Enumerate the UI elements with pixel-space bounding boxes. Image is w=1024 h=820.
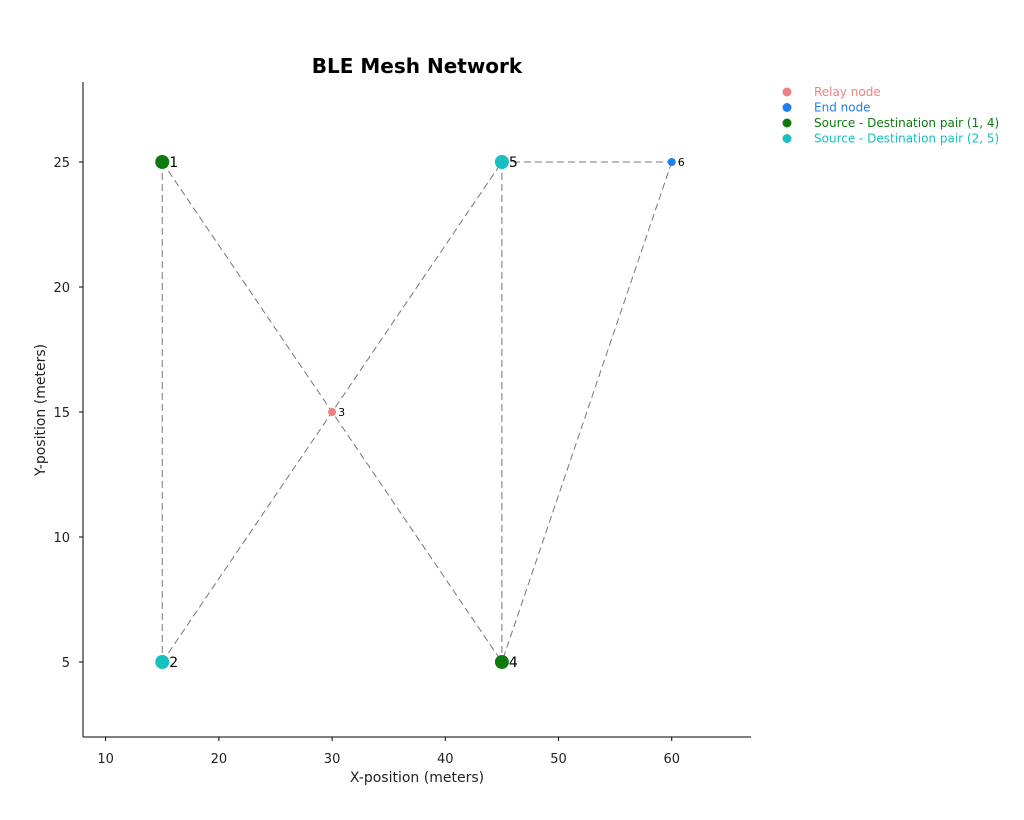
legend-marker — [782, 118, 792, 128]
node-6-label: 6 — [678, 156, 685, 169]
legend-label: End node — [814, 101, 871, 115]
y-axis-label: Y-position (meters) — [33, 344, 49, 477]
chart-title: BLE Mesh Network — [312, 54, 523, 78]
node-1-marker — [155, 155, 170, 169]
x-tick-label: 10 — [97, 752, 114, 767]
legend-label: Relay node — [814, 85, 881, 99]
y-tick-label: 25 — [53, 156, 70, 171]
y-tick-label: 5 — [62, 656, 70, 671]
node-2-label: 2 — [169, 655, 178, 671]
x-axis-label: X-position (meters) — [350, 770, 484, 786]
legend-marker — [782, 134, 792, 143]
node-5-label: 5 — [509, 155, 518, 171]
nodes: 1 2 3 4 5 6 — [155, 155, 685, 671]
y-tick-label: 20 — [53, 281, 70, 296]
edge-6-4 — [501, 161, 673, 663]
node-6-marker — [667, 158, 676, 166]
y-tick-label: 15 — [53, 406, 70, 421]
legend-marker — [782, 103, 792, 112]
legend-label: Source - Destination pair (1, 4) — [814, 116, 999, 130]
node-1-label: 1 — [169, 155, 178, 171]
x-tick-label: 30 — [324, 752, 341, 767]
node-2-marker — [155, 655, 170, 669]
x-tick-label: 20 — [211, 752, 228, 767]
x-tick-label: 40 — [437, 752, 454, 767]
x-tick-label: 50 — [550, 752, 567, 767]
node-4-label: 4 — [509, 655, 518, 671]
legend-marker — [782, 87, 792, 97]
x-tick-label: 60 — [663, 752, 680, 767]
legend-label: Source - Destination pair (2, 5) — [814, 132, 999, 146]
node-3-marker — [328, 408, 337, 416]
edges — [161, 161, 673, 663]
node-3-label: 3 — [338, 406, 345, 419]
node-5-marker — [494, 155, 509, 169]
node-4-marker — [494, 655, 509, 669]
y-tick-label: 10 — [53, 531, 70, 546]
